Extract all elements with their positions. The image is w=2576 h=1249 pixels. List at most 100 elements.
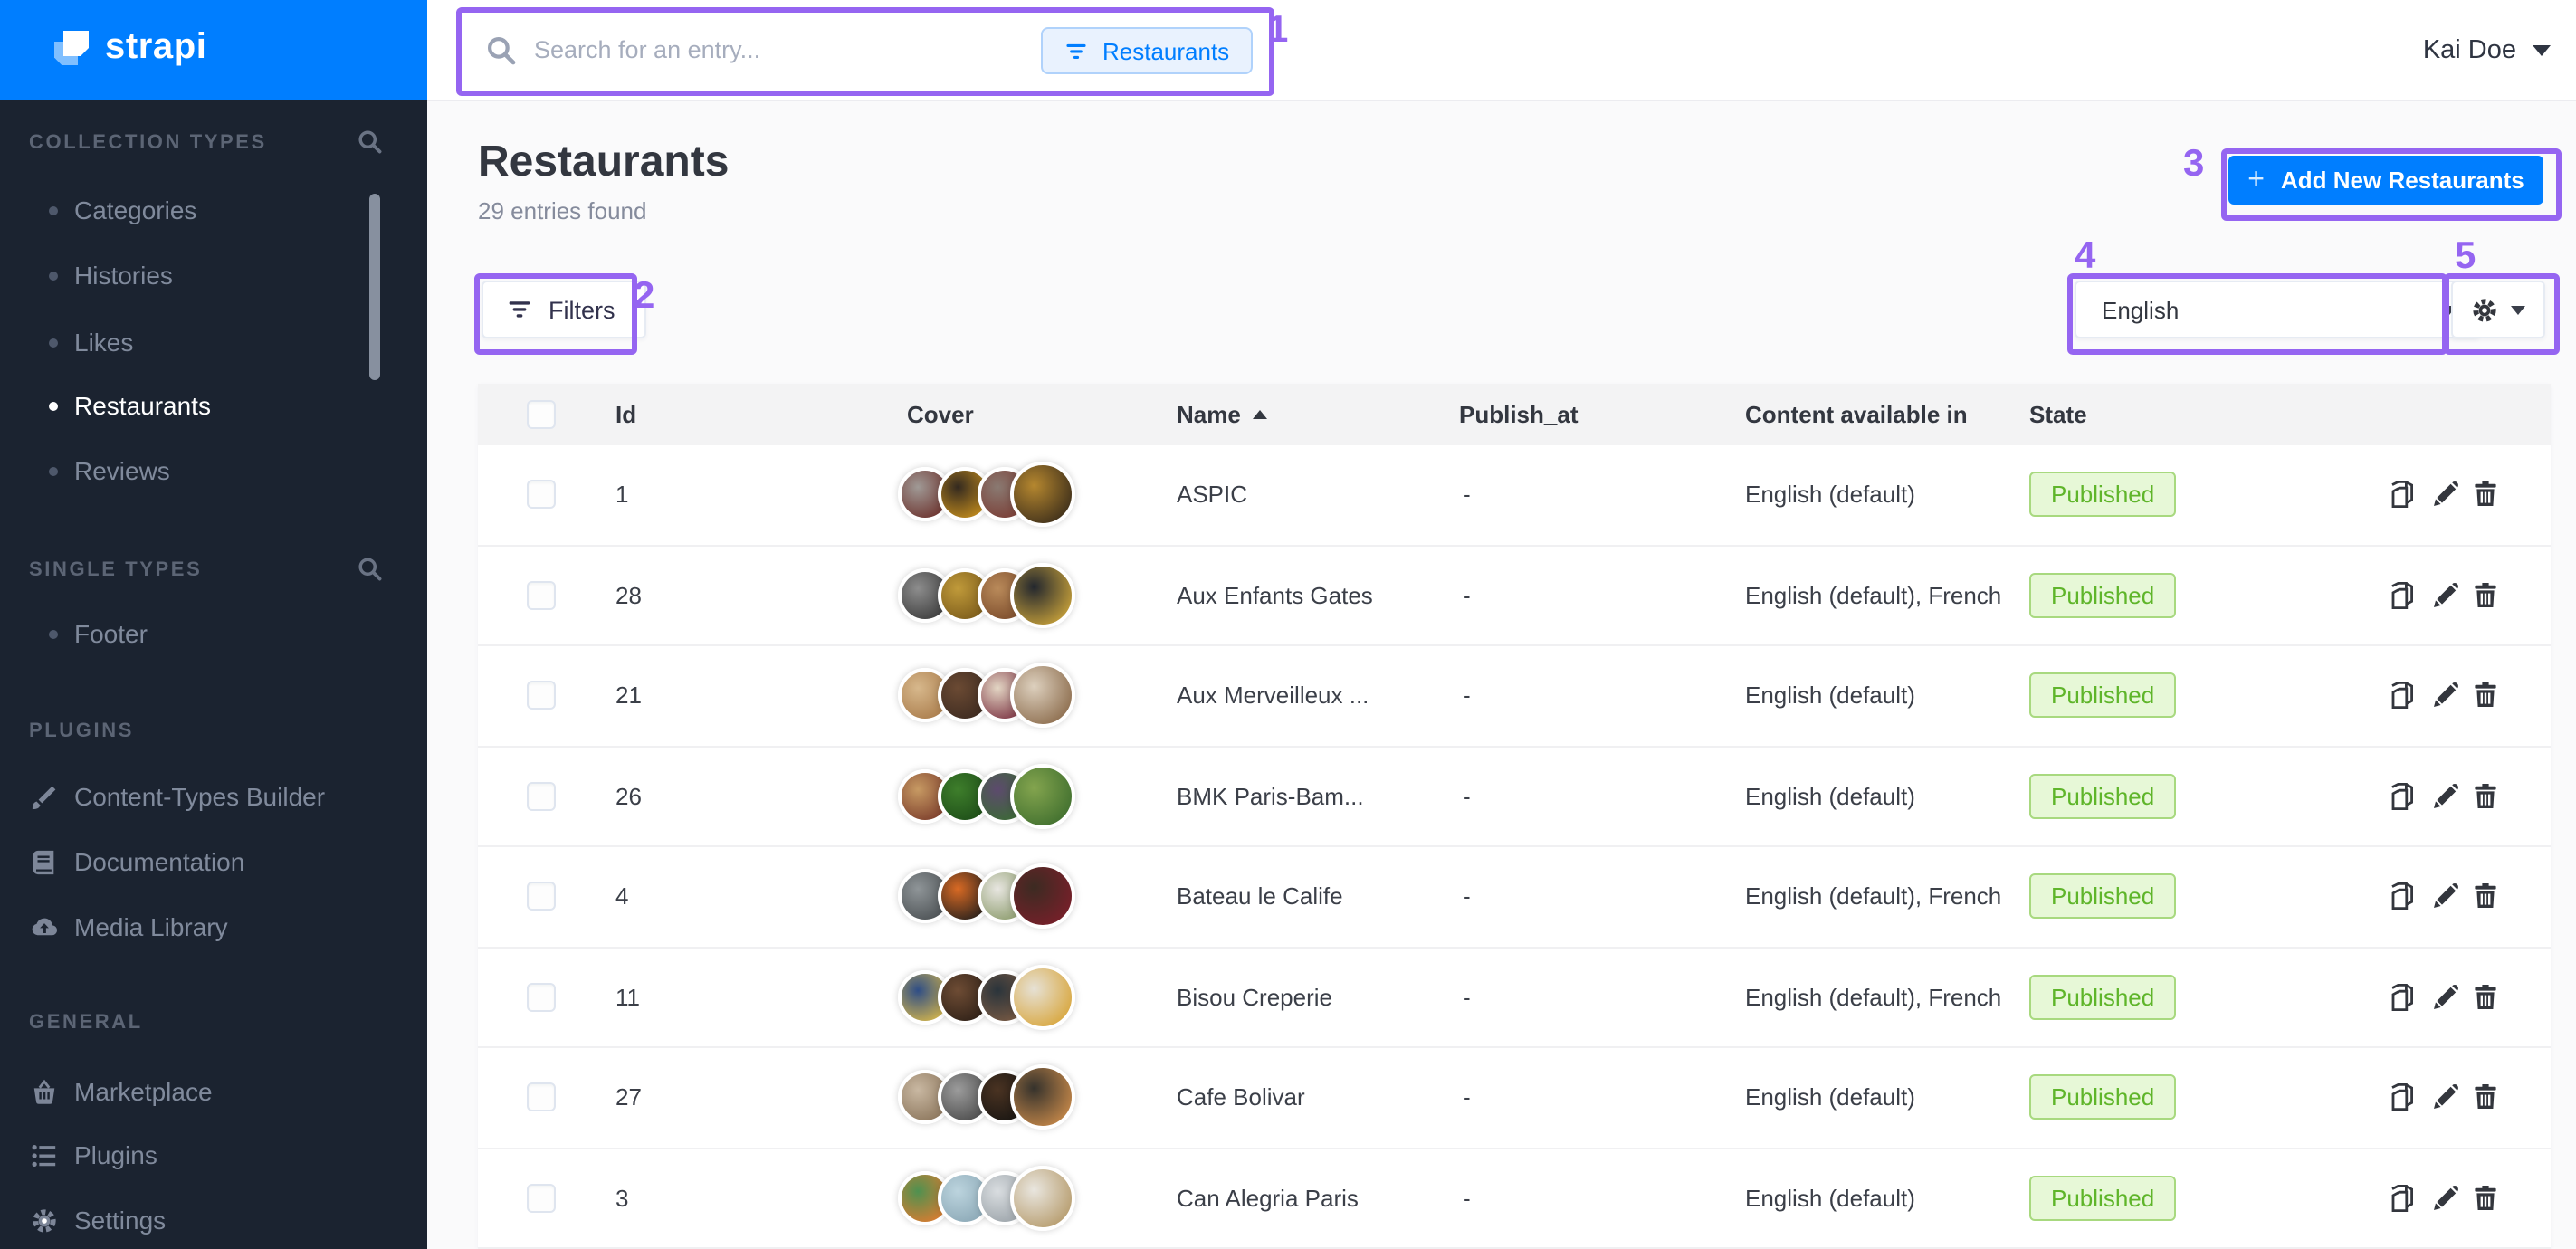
cell-id: 4 (615, 882, 629, 911)
edit-icon[interactable] (2431, 882, 2460, 911)
state-badge: Published (2029, 572, 2177, 618)
table-row[interactable]: 28 Aux Enfants Gates - English (default), F… (478, 546, 2551, 646)
table-row[interactable]: 11 Bisou Creperie - English (default), Fren… (478, 948, 2551, 1048)
sidebar-item-content-types-builder[interactable]: Content-Types Builder (0, 780, 427, 816)
table-row[interactable]: 26 BMK Paris-Bam... - English (default) Publ… (478, 747, 2551, 847)
sidebar-item-restaurants[interactable]: Restaurants (0, 389, 427, 425)
view-settings-button[interactable] (2451, 281, 2545, 338)
column-header-id[interactable]: Id (615, 401, 637, 428)
column-header-publish-at[interactable]: Publish_at (1459, 401, 1579, 428)
table-row[interactable]: 4 Bateau le Calife - English (default), Fre… (478, 847, 2551, 948)
duplicate-icon[interactable] (2388, 682, 2417, 710)
delete-icon[interactable] (2471, 481, 2500, 510)
row-checkbox[interactable] (527, 1082, 556, 1112)
state-badge: Published (2029, 1175, 2177, 1221)
duplicate-icon[interactable] (2388, 983, 2417, 1012)
duplicate-icon[interactable] (2388, 782, 2417, 811)
delete-icon[interactable] (2471, 682, 2500, 710)
duplicate-icon[interactable] (2388, 1083, 2417, 1112)
cover-thumbnails (898, 562, 1075, 628)
sidebar-item-label: Categories (74, 195, 197, 224)
bullet-icon (49, 466, 58, 475)
cover-image-icon (1010, 663, 1075, 729)
row-checkbox[interactable] (527, 882, 556, 911)
sidebar-item-label: Content-Types Builder (74, 782, 326, 811)
cell-content-available-in: English (default), French (1745, 581, 2002, 609)
duplicate-icon[interactable] (2388, 882, 2417, 911)
cell-name: Can Alegria Paris (1177, 1184, 1359, 1212)
duplicate-icon[interactable] (2388, 481, 2417, 510)
delete-icon[interactable] (2471, 581, 2500, 610)
delete-icon[interactable] (2471, 782, 2500, 811)
cell-id: 21 (615, 682, 642, 710)
row-checkbox[interactable] (527, 1183, 556, 1213)
edit-icon[interactable] (2431, 983, 2460, 1012)
filters-button[interactable]: Filters (482, 281, 646, 338)
row-checkbox[interactable] (527, 982, 556, 1012)
sidebar-scrollbar-thumb[interactable] (369, 194, 380, 380)
sidebar-item-label: Media Library (74, 912, 228, 941)
sidebar-item-reviews[interactable]: Reviews (0, 453, 427, 490)
cover-image-icon (1010, 763, 1075, 829)
logo-bar[interactable]: strapi (0, 0, 427, 100)
plus-icon: + (2247, 164, 2265, 195)
search-icon[interactable] (357, 129, 382, 154)
state-badge: Published (2029, 1074, 2177, 1120)
row-checkbox[interactable] (527, 480, 556, 510)
column-header-cover[interactable]: Cover (907, 401, 974, 428)
table-row[interactable]: 3 Can Alegria Paris - English (default) Publ… (478, 1149, 2551, 1249)
sidebar: strapi COLLECTION TYPES Categories Histori… (0, 0, 427, 1249)
cell-publish-at: - (1463, 682, 1471, 710)
search-icon[interactable] (357, 556, 382, 581)
cell-id: 27 (615, 1083, 642, 1111)
duplicate-icon[interactable] (2388, 1184, 2417, 1213)
edit-icon[interactable] (2431, 1083, 2460, 1112)
cell-id: 26 (615, 782, 642, 810)
column-header-state[interactable]: State (2029, 401, 2087, 428)
edit-icon[interactable] (2431, 682, 2460, 710)
edit-icon[interactable] (2431, 782, 2460, 811)
row-checkbox[interactable] (527, 681, 556, 710)
cover-thumbnails (898, 964, 1075, 1030)
column-header-content-available-in[interactable]: Content available in (1745, 401, 1968, 428)
delete-icon[interactable] (2471, 882, 2500, 911)
select-all-checkbox[interactable] (527, 400, 556, 429)
gear-icon (2471, 296, 2498, 323)
sidebar-item-documentation[interactable]: Documentation (0, 844, 427, 881)
user-name: Kai Doe (2422, 35, 2516, 64)
table-header: Id Cover Name Publish_at Content available i… (478, 384, 2551, 445)
edit-icon[interactable] (2431, 1184, 2460, 1213)
locale-select[interactable]: English (2075, 281, 2480, 338)
sidebar-item-plugins[interactable]: Plugins (0, 1138, 427, 1174)
user-menu[interactable]: Kai Doe (2423, 0, 2551, 100)
edit-icon[interactable] (2431, 581, 2460, 610)
row-checkbox[interactable] (527, 580, 556, 610)
bullet-icon (49, 206, 58, 215)
sort-ascending-icon (1253, 410, 1268, 419)
delete-icon[interactable] (2471, 1083, 2500, 1112)
search-input[interactable]: Search for an entry... (534, 36, 761, 63)
collection-filter-chip[interactable]: Restaurants (1041, 27, 1254, 74)
table-row[interactable]: 27 Cafe Bolivar - English (default) Publishe… (478, 1048, 2551, 1149)
duplicate-icon[interactable] (2388, 581, 2417, 610)
edit-icon[interactable] (2431, 481, 2460, 510)
sidebar-item-likes[interactable]: Likes (0, 325, 427, 361)
add-new-restaurants-button[interactable]: + Add New Restaurants (2228, 156, 2543, 205)
cell-name: Bisou Creperie (1177, 983, 1332, 1011)
delete-icon[interactable] (2471, 983, 2500, 1012)
column-header-name[interactable]: Name (1177, 401, 1268, 428)
row-checkbox[interactable] (527, 781, 556, 811)
cell-content-available-in: English (default), French (1745, 882, 2002, 911)
sidebar-item-settings[interactable]: Settings (0, 1203, 427, 1239)
sidebar-item-marketplace[interactable]: Marketplace (0, 1074, 427, 1111)
cover-image-icon (1010, 1165, 1075, 1231)
sidebar-item-histories[interactable]: Histories (0, 259, 427, 295)
sidebar-item-footer[interactable]: Footer (0, 617, 427, 653)
cell-content-available-in: English (default), French (1745, 983, 2002, 1011)
delete-icon[interactable] (2471, 1184, 2500, 1213)
table-row[interactable]: 1 ASPIC - English (default) Published (478, 445, 2551, 546)
table-row[interactable]: 21 Aux Merveilleux ... - English (default) P… (478, 646, 2551, 747)
sidebar-item-categories[interactable]: Categories (0, 194, 427, 230)
sidebar-item-media-library[interactable]: Media Library (0, 911, 427, 947)
